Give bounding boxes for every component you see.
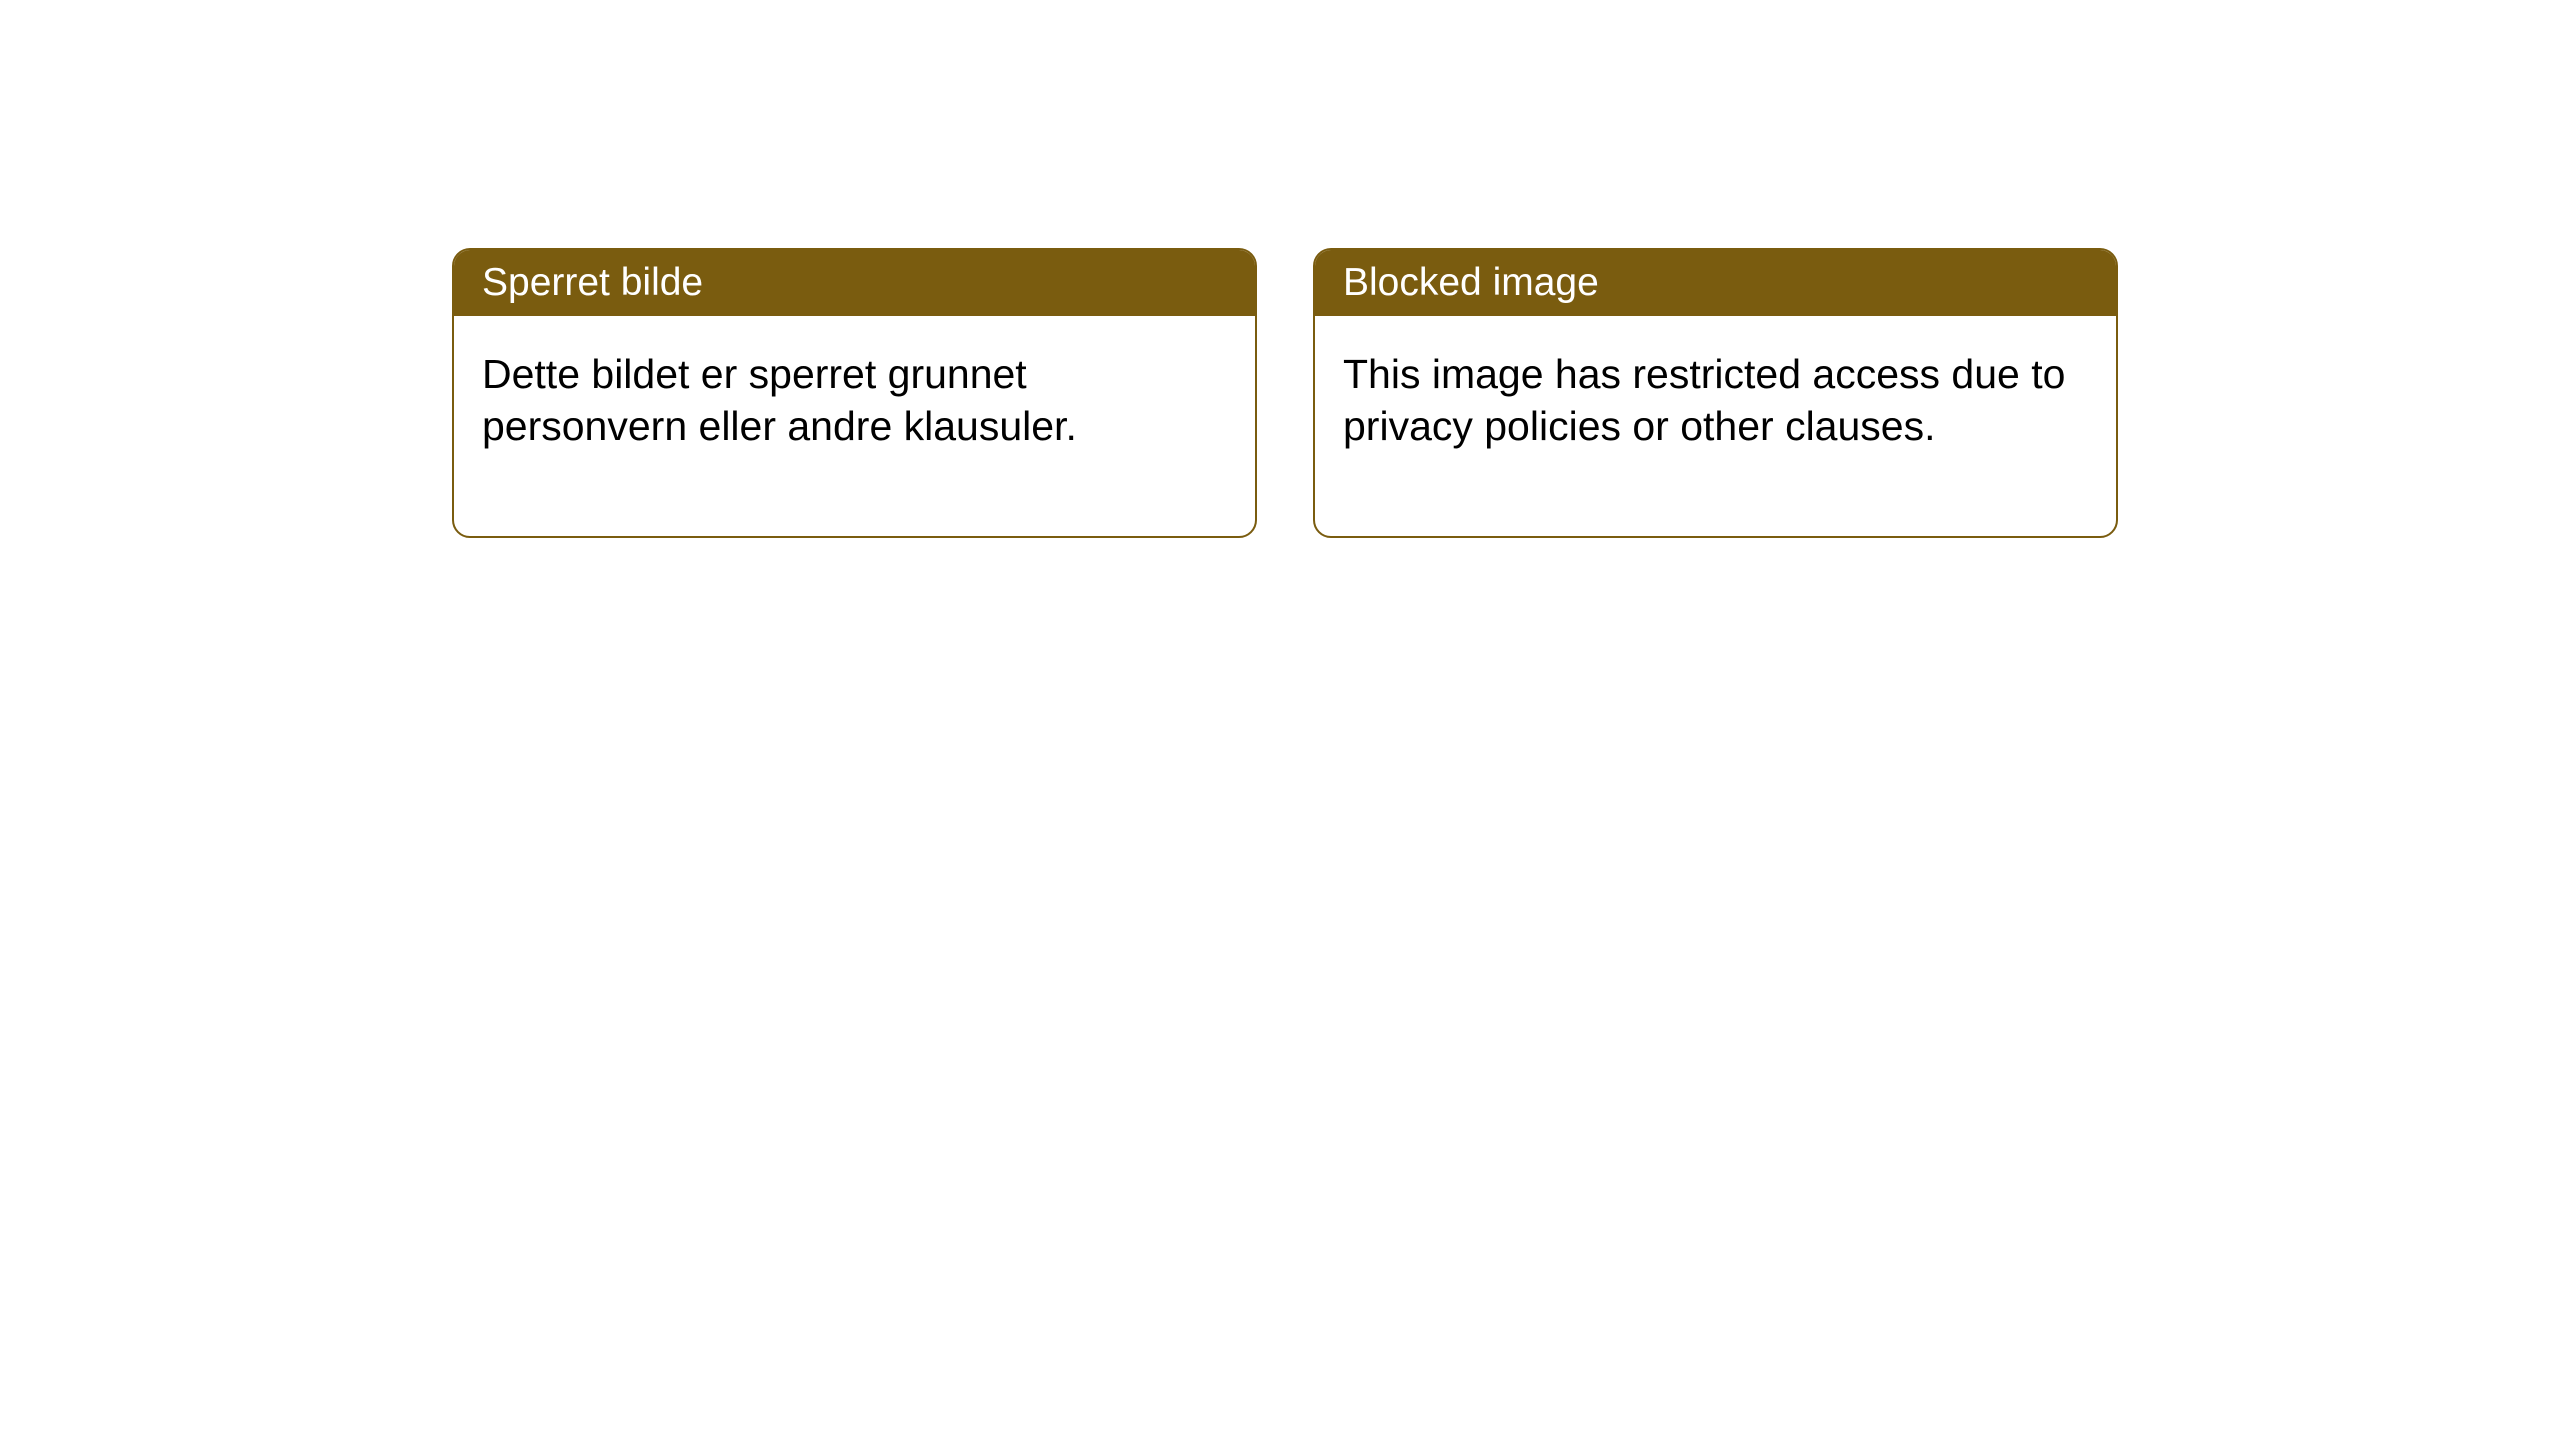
card-body: Dette bildet er sperret grunnet personve…	[454, 316, 1255, 536]
notice-card-english: Blocked image This image has restricted …	[1313, 248, 2118, 538]
notice-cards-container: Sperret bilde Dette bildet er sperret gr…	[452, 248, 2118, 538]
card-title: Blocked image	[1343, 261, 1599, 304]
card-header: Sperret bilde	[454, 250, 1255, 316]
card-title: Sperret bilde	[482, 261, 703, 304]
card-body: This image has restricted access due to …	[1315, 316, 2116, 536]
card-body-text: This image has restricted access due to …	[1343, 351, 2065, 449]
card-header: Blocked image	[1315, 250, 2116, 316]
card-body-text: Dette bildet er sperret grunnet personve…	[482, 351, 1077, 449]
notice-card-norwegian: Sperret bilde Dette bildet er sperret gr…	[452, 248, 1257, 538]
